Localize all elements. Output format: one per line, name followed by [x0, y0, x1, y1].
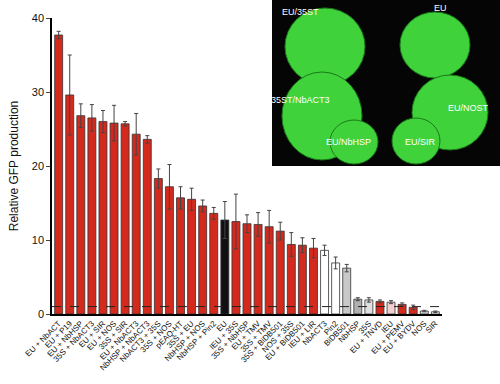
svg-text:NOS: NOS	[410, 319, 429, 338]
svg-text:35S: 35S	[357, 319, 373, 335]
svg-text:Relative GFP production: Relative GFP production	[7, 101, 21, 232]
svg-text:NbHSP + Pin2: NbHSP + Pin2	[175, 319, 218, 362]
svg-text:IEU + LIR: IEU + LIR	[287, 319, 318, 350]
svg-text:EU/NOST: EU/NOST	[448, 103, 489, 113]
svg-text:IEU: IEU	[379, 319, 395, 335]
svg-text:NbACT3: NbACT3	[301, 319, 329, 347]
svg-text:35S + NbACT3: 35S + NbACT3	[52, 319, 97, 364]
svg-text:EU + NbACT: EU + NbACT	[24, 319, 63, 358]
svg-text:NbHSP: NbHSP	[337, 319, 362, 344]
svg-text:35S + NOS: 35S + NOS	[139, 319, 174, 354]
svg-text:EU + TNVD: EU + TNVD	[348, 319, 384, 355]
svg-text:Pin2: Pin2	[322, 319, 340, 337]
svg-text:NbHSP + NOS: NbHSP + NOS	[163, 319, 207, 363]
svg-text:BiDB501: BiDB501	[322, 319, 351, 348]
svg-text:EU: EU	[434, 3, 447, 13]
svg-text:EU/SIR: EU/SIR	[405, 137, 436, 147]
svg-text:20: 20	[32, 160, 44, 172]
svg-text:35S + BiDB501: 35S + BiDB501	[239, 319, 285, 365]
svg-text:EU + P19: EU + P19	[43, 319, 74, 350]
svg-text:10: 10	[32, 234, 44, 246]
svg-text:EU + BiDB501: EU + BiDB501	[264, 319, 307, 362]
svg-text:pEAQ-HT: pEAQ-HT	[154, 319, 185, 350]
svg-text:0: 0	[38, 308, 44, 320]
svg-text:30: 30	[32, 86, 44, 98]
svg-text:NbACT3 + 35S: NbACT3 + 35S	[118, 319, 163, 364]
svg-text:EU + NbACT3: EU + NbACT3	[98, 319, 141, 362]
svg-text:SIR: SIR	[424, 319, 440, 335]
svg-text:EU/35ST: EU/35ST	[282, 7, 319, 17]
svg-text:EU + PEMV: EU + PEMV	[370, 319, 407, 356]
svg-text:35S + SIR: 35S + SIR	[97, 319, 129, 351]
svg-text:EU + NOS: EU + NOS	[85, 319, 118, 352]
svg-text:EU + NbHSP: EU + NbHSP	[46, 319, 86, 359]
svg-text:35ST/NbACT3: 35ST/NbACT3	[271, 95, 330, 105]
svg-text:EU: EU	[215, 319, 229, 333]
svg-text:EU + TMV: EU + TMV	[230, 319, 263, 352]
svg-text:IEU + 35S: IEU + 35S	[208, 319, 240, 351]
svg-text:40: 40	[32, 12, 44, 24]
svg-text:35S + EU: 35S + EU	[165, 319, 196, 350]
svg-text:EU + BYDV: EU + BYDV	[381, 319, 418, 356]
svg-text:NOS + 35S: NOS + 35S	[260, 319, 295, 354]
svg-text:35S + NbHSP: 35S + NbHSP	[210, 319, 252, 361]
svg-text:NbHSP + NbACT3: NbHSP + NbACT3	[98, 319, 152, 373]
svg-text:35S + TMV: 35S + TMV	[239, 319, 274, 354]
svg-text:EU/NbHSP: EU/NbHSP	[326, 137, 371, 147]
svg-text:EU + SIR: EU + SIR	[77, 319, 107, 349]
